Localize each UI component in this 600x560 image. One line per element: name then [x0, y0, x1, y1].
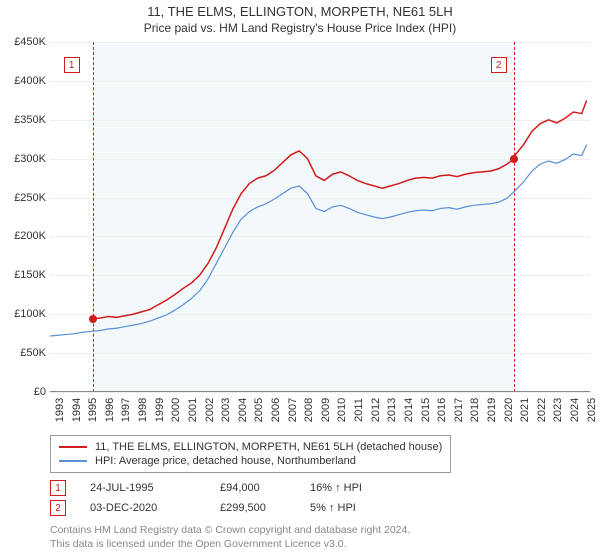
x-tick-label: 2005 — [249, 398, 265, 422]
x-tick-label: 2012 — [366, 398, 382, 422]
x-tick-label: 2009 — [316, 398, 332, 422]
title-sub: Price paid vs. HM Land Registry's House … — [0, 19, 600, 35]
x-tick-label: 2015 — [416, 398, 432, 422]
sale-point-id-box: 1 — [50, 480, 66, 496]
x-tick-label: 2017 — [449, 398, 465, 422]
y-tick-label: £200K — [14, 230, 50, 242]
x-tick-label: 1998 — [133, 398, 149, 422]
footer-line-2: This data is licensed under the Open Gov… — [50, 537, 410, 551]
legend-item: 11, THE ELMS, ELLINGTON, MORPETH, NE61 5… — [59, 440, 442, 454]
series-price_paid — [93, 100, 587, 319]
x-tick-label: 2024 — [565, 398, 581, 422]
x-tick-label: 2004 — [233, 398, 249, 422]
legend: 11, THE ELMS, ELLINGTON, MORPETH, NE61 5… — [50, 435, 451, 473]
sale-point-row: 1 24-JUL-1995£94,00016% ↑ HPI — [50, 480, 390, 496]
x-tick-label: 2003 — [216, 398, 232, 422]
x-tick-label: 2021 — [515, 398, 531, 422]
x-tick-label: 2022 — [532, 398, 548, 422]
y-tick-label: £400K — [14, 75, 50, 87]
grid-line — [50, 392, 590, 393]
x-tick-label: 1999 — [150, 398, 166, 422]
x-tick-label: 2000 — [166, 398, 182, 422]
legend-swatch — [59, 446, 87, 448]
x-tick-label: 2018 — [465, 398, 481, 422]
x-tick-label: 2002 — [200, 398, 216, 422]
x-tick-label: 2016 — [432, 398, 448, 422]
y-tick-label: £100K — [14, 308, 50, 320]
x-tick-label: 2025 — [582, 398, 598, 422]
x-tick-label: 2013 — [382, 398, 398, 422]
price-chart: £0£50K£100K£150K£200K£250K£300K£350K£400… — [50, 42, 590, 392]
sale-point-price: £299,500 — [220, 502, 310, 514]
legend-item: HPI: Average price, detached house, Nort… — [59, 454, 442, 468]
sale-point-hpi: 5% ↑ HPI — [310, 502, 390, 514]
x-tick-label: 1994 — [67, 398, 83, 422]
sale-marker-dot — [510, 155, 518, 163]
y-tick-label: £300K — [14, 153, 50, 165]
x-tick-label: 2014 — [399, 398, 415, 422]
x-tick-label: 1993 — [50, 398, 66, 422]
footer-attribution: Contains HM Land Registry data © Crown c… — [50, 523, 410, 551]
sale-marker-dot — [89, 315, 97, 323]
sale-points: 1 24-JUL-1995£94,00016% ↑ HPI 2 03-DEC-2020… — [50, 480, 390, 520]
x-tick-label: 1995 — [83, 398, 99, 422]
series-hpi — [50, 145, 587, 336]
y-tick-label: £0 — [34, 386, 50, 398]
x-tick-label: 2019 — [482, 398, 498, 422]
legend-swatch — [59, 460, 87, 462]
x-tick-label: 2011 — [349, 398, 365, 422]
axis-line — [50, 391, 590, 392]
y-tick-label: £450K — [14, 36, 50, 48]
sale-point-id-box: 2 — [50, 500, 66, 516]
sale-point-date: 24-JUL-1995 — [90, 482, 220, 494]
y-tick-label: £350K — [14, 114, 50, 126]
x-tick-label: 2001 — [183, 398, 199, 422]
x-tick-label: 2010 — [332, 398, 348, 422]
footer-line-1: Contains HM Land Registry data © Crown c… — [50, 523, 410, 537]
sale-marker-box: 1 — [64, 57, 80, 73]
x-tick-label: 2020 — [499, 398, 515, 422]
legend-label: 11, THE ELMS, ELLINGTON, MORPETH, NE61 5… — [95, 441, 442, 453]
sale-marker-box: 2 — [491, 57, 507, 73]
y-tick-label: £250K — [14, 192, 50, 204]
x-tick-label: 2008 — [299, 398, 315, 422]
sale-point-row: 2 03-DEC-2020£299,5005% ↑ HPI — [50, 500, 390, 516]
title-main: 11, THE ELMS, ELLINGTON, MORPETH, NE61 5… — [0, 4, 600, 19]
x-tick-label: 1996 — [100, 398, 116, 422]
sale-point-date: 03-DEC-2020 — [90, 502, 220, 514]
y-tick-label: £150K — [14, 269, 50, 281]
sale-point-price: £94,000 — [220, 482, 310, 494]
x-tick-label: 1997 — [116, 398, 132, 422]
x-tick-label: 2023 — [548, 398, 564, 422]
plot-svg — [50, 42, 590, 392]
sale-point-hpi: 16% ↑ HPI — [310, 482, 390, 494]
x-tick-label: 2007 — [283, 398, 299, 422]
legend-label: HPI: Average price, detached house, Nort… — [95, 455, 356, 467]
y-tick-label: £50K — [20, 347, 50, 359]
x-tick-label: 2006 — [266, 398, 282, 422]
